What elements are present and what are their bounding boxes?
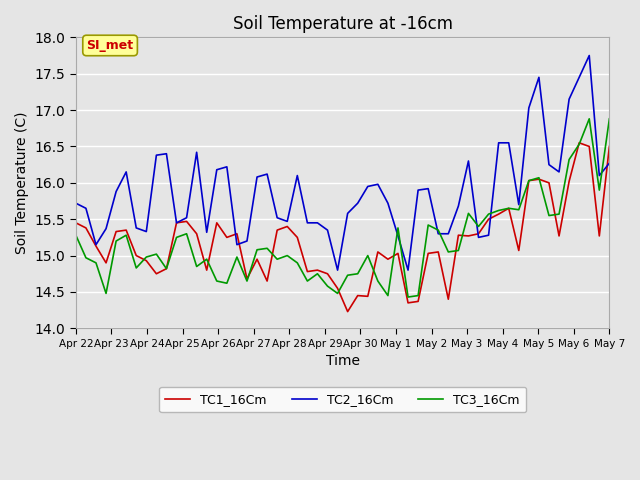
- TC2_16Cm: [586, 53, 593, 59]
- TC2_16Cm: [374, 181, 381, 187]
- TC1_16Cm: [444, 296, 452, 302]
- TC1_16Cm: [344, 309, 351, 314]
- TC3_16Cm: [163, 266, 170, 272]
- TC2_16Cm: [72, 200, 80, 206]
- TC1_16Cm: [575, 140, 583, 146]
- TC3_16Cm: [586, 116, 593, 122]
- TC1_16Cm: [374, 249, 381, 255]
- TC1_16Cm: [394, 251, 402, 256]
- TC2_16Cm: [163, 151, 170, 156]
- Line: TC2_16Cm: TC2_16Cm: [76, 56, 609, 270]
- TC3_16Cm: [605, 116, 613, 122]
- TC2_16Cm: [333, 267, 341, 273]
- TC3_16Cm: [364, 252, 372, 258]
- TC2_16Cm: [605, 160, 613, 166]
- TC1_16Cm: [72, 220, 80, 226]
- Y-axis label: Soil Temperature (C): Soil Temperature (C): [15, 111, 29, 254]
- TC2_16Cm: [404, 267, 412, 273]
- TC3_16Cm: [72, 232, 80, 238]
- TC2_16Cm: [273, 215, 281, 221]
- X-axis label: Time: Time: [326, 354, 360, 368]
- Text: SI_met: SI_met: [86, 39, 134, 52]
- Line: TC3_16Cm: TC3_16Cm: [76, 119, 609, 297]
- Line: TC1_16Cm: TC1_16Cm: [76, 143, 609, 312]
- TC2_16Cm: [444, 231, 452, 237]
- TC1_16Cm: [605, 144, 613, 149]
- TC3_16Cm: [444, 249, 452, 255]
- TC1_16Cm: [273, 227, 281, 233]
- TC3_16Cm: [273, 256, 281, 262]
- TC3_16Cm: [384, 293, 392, 299]
- TC1_16Cm: [163, 266, 170, 272]
- Title: Soil Temperature at -16cm: Soil Temperature at -16cm: [232, 15, 452, 33]
- TC3_16Cm: [394, 225, 402, 231]
- TC3_16Cm: [404, 294, 412, 300]
- Legend: TC1_16Cm, TC2_16Cm, TC3_16Cm: TC1_16Cm, TC2_16Cm, TC3_16Cm: [159, 387, 526, 412]
- TC1_16Cm: [404, 300, 412, 306]
- TC2_16Cm: [394, 233, 402, 239]
